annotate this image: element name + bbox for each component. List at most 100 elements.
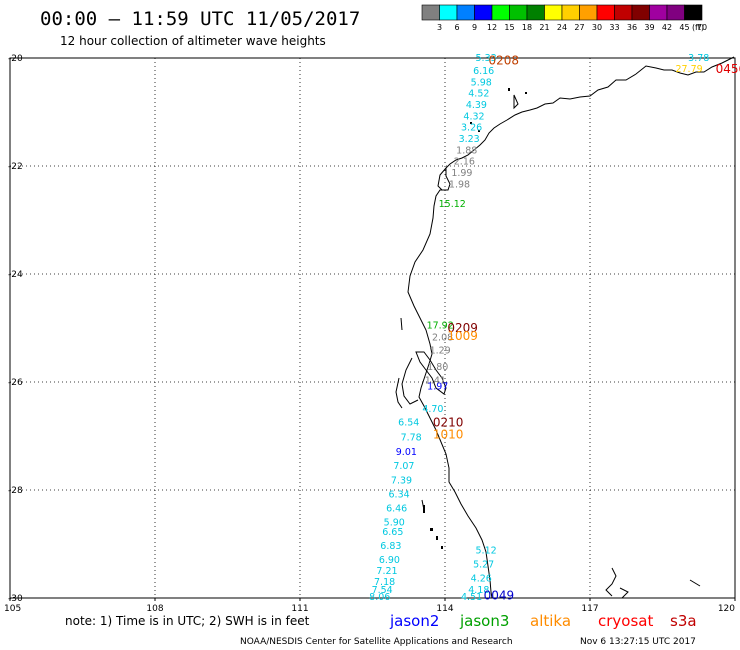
legend-swatch xyxy=(456,4,475,21)
map-frame xyxy=(9,57,736,599)
legend-label: 36 xyxy=(627,23,637,32)
lon-tick-label: 114 xyxy=(436,604,453,614)
legend-swatch xyxy=(544,4,563,21)
color-legend: 3 6 9 12 15 18 21 24 27 30 33 36 39 42 45 70(ft) xyxy=(421,4,707,32)
graticule xyxy=(10,58,735,598)
swh-value: 5.27 xyxy=(473,560,494,571)
legend-swatch xyxy=(649,4,668,21)
swh-value: 3.78 xyxy=(688,53,709,64)
lon-tick-label: 120 xyxy=(718,604,735,614)
swh-value: 6.16 xyxy=(473,66,494,77)
swh-value: 4.26 xyxy=(471,574,492,585)
lat-tick-label: -26 xyxy=(8,378,23,388)
swh-value: 2.08 xyxy=(432,333,453,344)
swh-value: 5.33 xyxy=(476,53,497,64)
swh-value: 6.65 xyxy=(382,527,403,538)
coastline-north-peninsula xyxy=(437,167,447,191)
swh-value: 1.41 xyxy=(425,375,446,386)
coastline-main xyxy=(407,56,735,599)
coastline-shark-bay-west xyxy=(401,357,419,405)
swh-value: 7.18 xyxy=(374,577,395,588)
lon-tick-label: 105 xyxy=(4,604,21,614)
legend-swatch xyxy=(526,4,545,21)
legend-swatch xyxy=(684,4,703,21)
inland-lakes xyxy=(605,567,701,599)
legend-unit: (ft) xyxy=(692,23,704,32)
lat-tick-label: -20 xyxy=(8,54,23,64)
satellite-s3a: s3a xyxy=(670,612,697,630)
legend-swatch xyxy=(509,4,528,21)
legend-label: 30 xyxy=(592,23,602,32)
coastline-dirk-hartog xyxy=(395,377,403,409)
small-islands xyxy=(423,88,527,549)
swh-value: 4.70 xyxy=(422,404,443,415)
legend-swatch xyxy=(614,4,633,21)
swh-value: 1.88 xyxy=(456,145,477,156)
satellite-jason2: jason2 xyxy=(389,612,439,630)
legend-label: 21 xyxy=(539,23,549,32)
credit-text: NOAA/NESDIS Center for Satellite Applica… xyxy=(240,637,513,647)
swh-value: 1.98 xyxy=(449,179,470,190)
swh-value: 7.78 xyxy=(401,433,422,444)
axis-ticks: 105 108 111 114 117 120 -20 -22 -24 -26 -28 -30 xyxy=(4,54,736,614)
pass-time-label: 0209 xyxy=(447,321,478,335)
coastline-shark-bay xyxy=(415,351,447,395)
pass-time-label: 0208 xyxy=(489,54,520,68)
lat-tick-label: -30 xyxy=(8,594,23,604)
legend-label: 70 xyxy=(697,23,707,32)
swh-labels: 5.33 6.165.984.524.394.323.263.231.882.16… xyxy=(369,53,709,603)
satellite-jason3: jason3 xyxy=(459,612,509,630)
lon-tick-label: 117 xyxy=(581,604,598,614)
swh-value: 7.54 xyxy=(372,585,393,596)
swh-value: 6.46 xyxy=(386,503,407,514)
pass-time-label: 0210 xyxy=(433,416,464,430)
swh-value: 27.79 xyxy=(675,64,702,75)
swh-value: 17.92 xyxy=(427,320,454,331)
legend-swatch xyxy=(666,4,685,21)
page-subtitle: 12 hour collection of altimeter wave hei… xyxy=(60,34,326,48)
coastline-island-2 xyxy=(400,317,403,331)
timestamp-text: Nov 6 13:27:15 UTC 2017 xyxy=(580,637,696,647)
legend-label: 12 xyxy=(487,23,497,32)
swh-value: 6.34 xyxy=(389,489,410,500)
swh-value: 2.16 xyxy=(454,157,475,168)
legend-label: 39 xyxy=(644,23,654,32)
legend-swatch xyxy=(579,4,598,21)
legend-label: 42 xyxy=(662,23,672,32)
legend-swatch xyxy=(474,4,493,21)
legend-swatch xyxy=(421,4,440,21)
legend-label: 45 xyxy=(679,23,689,32)
lon-tick-label: 108 xyxy=(146,604,163,614)
satellite-cryosat: cryosat xyxy=(598,612,653,630)
swh-value: 5.98 xyxy=(471,77,492,88)
coastline xyxy=(395,56,735,599)
swh-value: 6.54 xyxy=(398,418,419,429)
swh-value: 7.07 xyxy=(393,461,414,472)
lon-tick-label: 111 xyxy=(291,604,308,614)
swh-value: 7.39 xyxy=(391,475,412,486)
swh-value: 1.97 xyxy=(427,381,448,392)
swh-value: 3.26 xyxy=(461,123,482,134)
swh-value: 5.90 xyxy=(384,517,405,528)
swh-value: 15.12 xyxy=(439,199,466,210)
swh-value: 6.90 xyxy=(379,555,400,566)
legend-swatch xyxy=(631,4,650,21)
legend-label: 6 xyxy=(454,23,459,32)
swh-value: 4.52 xyxy=(468,89,489,100)
swh-value: 1.80 xyxy=(427,362,448,373)
page-title: 00:00 – 11:59 UTC 11/05/2017 xyxy=(40,8,360,30)
legend-swatch xyxy=(439,4,458,21)
swh-value: 8.06 xyxy=(369,592,390,603)
swh-value: 7.21 xyxy=(376,566,397,577)
swh-value: 4.32 xyxy=(463,111,484,122)
legend-label: 33 xyxy=(609,23,619,32)
legend-label: 15 xyxy=(504,23,514,32)
legend-label: 9 xyxy=(472,23,477,32)
swh-value: 3.23 xyxy=(459,134,480,145)
lat-tick-label: -24 xyxy=(8,270,23,280)
legend-label: 24 xyxy=(557,23,567,32)
legend-swatch xyxy=(561,4,580,21)
lat-tick-label: -28 xyxy=(8,486,23,496)
